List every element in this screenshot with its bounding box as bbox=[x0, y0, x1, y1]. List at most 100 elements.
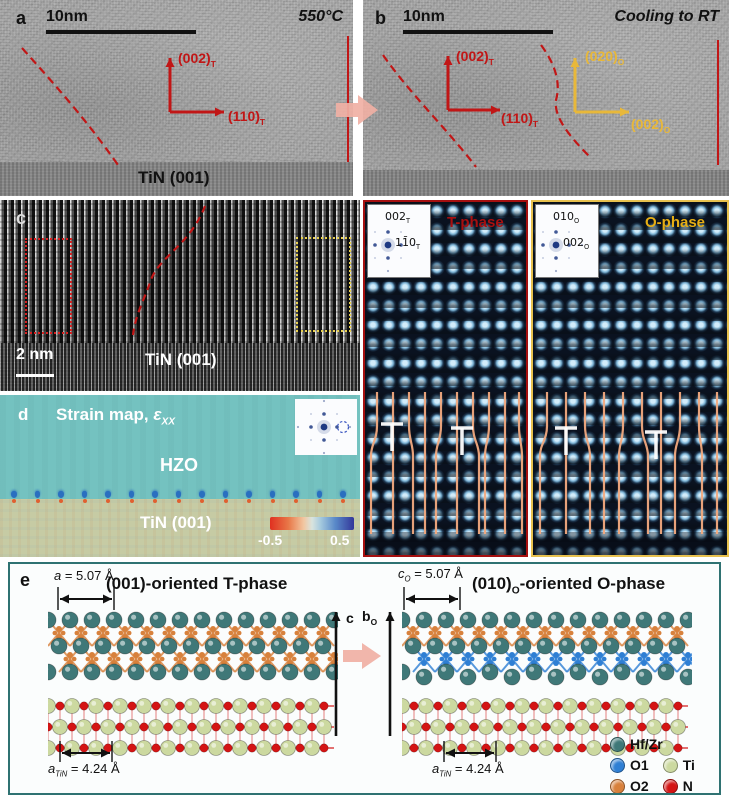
panel-a-tin-substrate-region bbox=[0, 162, 353, 196]
axis-text: (002) bbox=[456, 48, 489, 64]
t-phase-title: T-phase bbox=[447, 214, 504, 231]
panel-b-condition: Cooling to RT bbox=[614, 8, 719, 25]
axis-text: (002) bbox=[178, 50, 211, 66]
legend-label: N bbox=[682, 778, 693, 794]
panel-b-axis-110T-label: (110)T bbox=[501, 110, 539, 129]
o-phase-crystal-structure bbox=[402, 611, 692, 756]
strain-dislocation-marker bbox=[316, 491, 323, 506]
hfzr-dot bbox=[610, 736, 625, 752]
fft-label-110T: 11̄0T bbox=[395, 236, 421, 252]
t-panel-lattice-traces bbox=[369, 392, 524, 534]
fft-sub: T bbox=[406, 217, 411, 226]
panel-c-hrtem-closeup: c 2 nm TiN (001) bbox=[0, 200, 360, 391]
panel-b-scalebar bbox=[403, 30, 553, 34]
b-axis-label: bO bbox=[362, 608, 378, 627]
fft-text: 11̄0 bbox=[395, 236, 416, 249]
substrate-text: TiN (001) bbox=[140, 513, 212, 532]
o-phase-fft-pattern bbox=[541, 217, 584, 273]
panel-a-temperature: 550°C bbox=[298, 8, 343, 25]
strain-dislocation-marker bbox=[81, 491, 88, 506]
fft-text: 002 bbox=[385, 210, 406, 223]
dim-eq: = 4.24 Å bbox=[451, 761, 504, 776]
dim-eq: = 5.07 Å bbox=[61, 568, 114, 583]
panel-d-fft-inset bbox=[295, 399, 357, 455]
t-phase-lattice-param: a = 5.07 Å bbox=[54, 568, 114, 583]
legend-n: N bbox=[662, 778, 693, 794]
panel-b-axis-020O-label: (020)O bbox=[585, 48, 624, 66]
t-phase-fft-inset: 002T 11̄0T bbox=[367, 204, 431, 278]
panel-b-tin-substrate-region bbox=[363, 170, 729, 196]
panel-a-axis-002T-label: (002)T bbox=[178, 50, 216, 68]
t-phase-tin-param: aTiN = 4.24 Å bbox=[48, 761, 120, 778]
axis-b-sub: O bbox=[370, 616, 378, 627]
substrate-text: TiN (001) bbox=[145, 350, 217, 369]
e-transition-arrow bbox=[343, 643, 381, 669]
o-phase-fft-inset: 010O 002O bbox=[535, 204, 599, 278]
axis-text: (002) bbox=[631, 116, 664, 132]
panel-c-letter: c bbox=[16, 208, 27, 228]
title-pre: (010) bbox=[472, 574, 512, 593]
panel-b-letter: b bbox=[375, 8, 386, 28]
fft-label-010O: 010O bbox=[553, 210, 580, 226]
panel-c-roi-ophase bbox=[296, 237, 351, 332]
panel-a-axis-110T-label: (110)T bbox=[228, 108, 266, 127]
panel-d-strain-map: d Strain map, εXX HZO TiN (001) -0.5 0.5 bbox=[0, 395, 360, 557]
o-phase-structure-title: (010)O-oriented O-phase bbox=[472, 574, 666, 597]
panel-c-scalebar bbox=[16, 374, 54, 377]
legend-label: Ti bbox=[682, 757, 695, 773]
ti-dot bbox=[662, 757, 678, 773]
title-post: -oriented O-phase bbox=[519, 574, 666, 593]
axis-sub: T bbox=[532, 118, 539, 129]
panel-b-axis-002T-label: (002)T bbox=[456, 48, 494, 66]
strain-scale-max: 0.5 bbox=[330, 532, 350, 548]
legend-label: O1 bbox=[630, 757, 649, 773]
t-phase-structure-title: (001)-oriented T-phase bbox=[106, 574, 288, 593]
panel-a-letter: a bbox=[16, 8, 27, 28]
fft-text: 010 bbox=[553, 210, 574, 223]
axis-sub: T bbox=[259, 116, 266, 127]
panel-o-phase-stem: 010O 002O O-phase bbox=[531, 200, 729, 557]
panel-d-title: Strain map, εXX bbox=[56, 405, 176, 428]
panel-c-scalebar-label: 2 nm bbox=[16, 346, 54, 363]
legend-label: O2 bbox=[630, 778, 649, 794]
axis-text: (020) bbox=[585, 48, 618, 64]
dim-eq: = 4.24 Å bbox=[67, 761, 120, 776]
t-phase-fft-pattern bbox=[373, 217, 416, 273]
n-dot bbox=[662, 778, 678, 793]
o1-dot bbox=[610, 757, 625, 773]
strain-colorbar bbox=[270, 517, 354, 530]
dim-eq: = 5.07 Å bbox=[410, 566, 463, 581]
panel-t-phase-stem: 002T 11̄0T T-phase bbox=[363, 200, 528, 557]
panel-c-tin-substrate-region bbox=[0, 343, 360, 391]
t-phase-tin-dim-arrow bbox=[59, 741, 113, 762]
pink-arrow-shape bbox=[343, 643, 381, 669]
o-phase-title: O-phase bbox=[645, 214, 706, 231]
panel-d-letter: d bbox=[18, 405, 29, 424]
fft-text: 002 bbox=[563, 236, 584, 249]
dim-var: c bbox=[398, 566, 405, 581]
legend-ti: Ti bbox=[662, 757, 695, 773]
panel-a-scalebar-label: 10nm bbox=[46, 8, 88, 25]
panel-c-roi-tphase bbox=[25, 238, 72, 334]
o-panel-substrate-dim bbox=[533, 532, 727, 555]
fft-sub: O bbox=[574, 217, 580, 226]
strain-dislocation-marker bbox=[175, 491, 182, 506]
legend-o2: O2 bbox=[610, 778, 649, 794]
legend-row-2: O1 Ti bbox=[610, 757, 695, 773]
fft-sub: T bbox=[416, 243, 421, 252]
title-sub: O bbox=[511, 585, 520, 597]
epsilon-subscript: XX bbox=[161, 416, 176, 428]
panel-c-annotations bbox=[131, 205, 207, 336]
panel-e-letter: e bbox=[20, 570, 31, 590]
epsilon-symbol: ε bbox=[153, 405, 162, 424]
fft-sub: O bbox=[584, 243, 590, 252]
axis-sub: O bbox=[663, 124, 671, 135]
strain-dislocation-marker bbox=[57, 491, 64, 506]
c-axis-arrow bbox=[331, 612, 341, 736]
o-phase-dim-arrow bbox=[403, 587, 461, 610]
o-phase-tin-dim-arrow bbox=[443, 741, 497, 762]
axis-text: (110) bbox=[228, 108, 260, 124]
panel-d-film-label: HZO bbox=[160, 455, 198, 475]
panel-a-scalebar bbox=[46, 30, 196, 34]
